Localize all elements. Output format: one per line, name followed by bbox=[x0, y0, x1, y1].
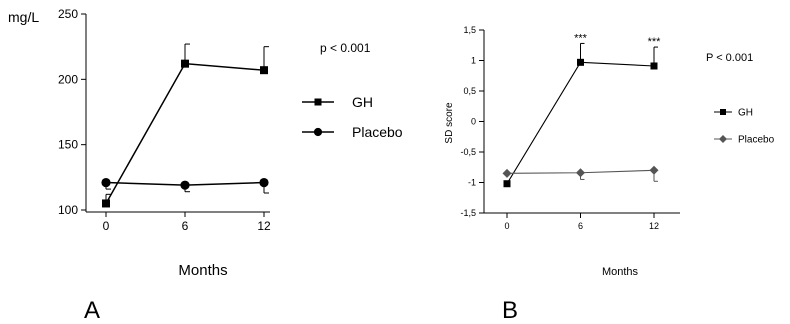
chart-a-legend-marker-placebo bbox=[313, 127, 323, 137]
chart-b-legend-marker-gh bbox=[720, 109, 726, 115]
chart-b-xtick-label: 12 bbox=[649, 221, 659, 231]
chart-b-ytick-label: 1 bbox=[471, 56, 476, 66]
chart-b-xtick-label: 6 bbox=[578, 221, 583, 231]
chart-b-point-placebo bbox=[649, 165, 659, 175]
chart-a-point-gh bbox=[102, 199, 110, 208]
chart-b-significance-marker: *** bbox=[574, 32, 588, 44]
chart-b-ytick-label: -1,5 bbox=[460, 208, 476, 218]
chart-b-panel-label: B bbox=[502, 297, 518, 324]
chart-b-pvalue: P < 0.001 bbox=[706, 52, 753, 64]
chart-a-point-placebo bbox=[259, 177, 269, 188]
chart-a-ylabel: mg/L bbox=[8, 9, 39, 25]
chart-b-ytick-label: 1,5 bbox=[463, 25, 476, 35]
chart-a-legend-label-gh: GH bbox=[352, 94, 373, 110]
chart-b-point-gh bbox=[650, 62, 658, 70]
chart-a-xtick-label: 0 bbox=[103, 219, 110, 233]
chart-b-ytick-label: -0,5 bbox=[460, 147, 476, 157]
chart-a-xlabel: Months bbox=[178, 262, 227, 279]
chart-b-point-gh bbox=[503, 180, 511, 188]
chart-a-xtick-label: 6 bbox=[182, 219, 189, 233]
chart-a-ytick-label: 150 bbox=[58, 138, 78, 152]
chart-a-legend-label-placebo: Placebo bbox=[352, 124, 403, 140]
chart-a-ytick-label: 100 bbox=[58, 203, 78, 217]
chart-a: mg/L 100 150 200 250 0 6 12 p < 0.001 GH Place… bbox=[8, 7, 403, 324]
chart-b-ylabel: SD score bbox=[444, 102, 455, 144]
chart-b-line-gh bbox=[506, 61, 655, 185]
chart-a-panel-label: A bbox=[84, 297, 100, 324]
chart-a-ytick-label: 250 bbox=[58, 7, 78, 21]
chart-b-significance-marker: *** bbox=[648, 36, 662, 48]
chart-a-legend-marker-gh bbox=[314, 98, 322, 106]
chart-b-legend-label-placebo: Placebo bbox=[738, 135, 775, 146]
chart-a-ytick-label: 200 bbox=[58, 72, 78, 86]
chart-b-xtick-label: 0 bbox=[504, 221, 509, 231]
chart-a-point-gh bbox=[260, 66, 268, 75]
chart-b-point-gh bbox=[577, 58, 584, 66]
chart-a-pvalue: p < 0.001 bbox=[320, 41, 371, 55]
chart-b-xlabel: Months bbox=[602, 266, 639, 278]
chart-a-point-placebo bbox=[180, 180, 190, 190]
chart-b-point-placebo bbox=[576, 168, 585, 178]
chart-b-point-placebo bbox=[502, 168, 512, 178]
chart-a-point-gh bbox=[181, 59, 189, 68]
chart-b-ytick-label: 0,5 bbox=[463, 86, 476, 96]
chart-a-xtick-label: 12 bbox=[257, 219, 271, 233]
chart-a-point-placebo bbox=[101, 177, 111, 188]
chart-b-ytick-label: 0 bbox=[471, 117, 476, 127]
chart-b: SD score -1,5-1-0,500,511,5 0 6 12 *** *** … bbox=[444, 25, 775, 324]
chart-b-legend-marker-placebo bbox=[719, 135, 727, 143]
chart-b-legend-label-gh: GH bbox=[738, 108, 753, 119]
chart-b-ytick-label: -1 bbox=[468, 178, 476, 188]
